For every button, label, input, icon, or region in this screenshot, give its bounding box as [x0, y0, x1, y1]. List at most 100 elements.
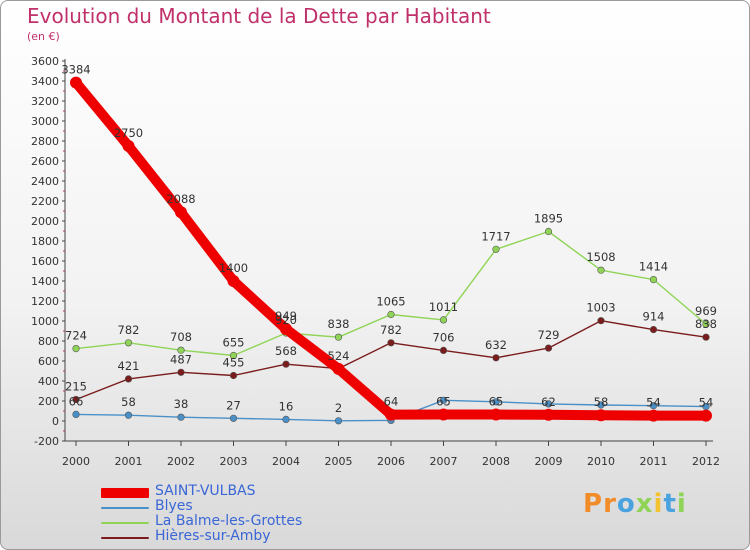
data-point	[124, 411, 133, 419]
y-tick-label: 2000	[31, 215, 59, 228]
data-label: 1003	[586, 301, 615, 315]
data-label: 724	[65, 329, 87, 343]
data-point	[280, 323, 292, 335]
data-label: 708	[170, 330, 192, 344]
data-label: 838	[695, 317, 717, 331]
data-point	[700, 409, 712, 422]
data-point	[544, 344, 553, 352]
data-label: 455	[223, 356, 245, 370]
data-point	[332, 362, 345, 375]
data-point	[72, 395, 80, 404]
x-tick-label: 2011	[640, 455, 668, 468]
y-tick-label: 0	[52, 415, 59, 428]
y-tick-label: 400	[38, 375, 59, 388]
chart-unit: (en €)	[27, 30, 60, 43]
series-la-balme-les-grottes	[72, 227, 710, 360]
data-point	[702, 320, 710, 328]
legend-label: Hières-sur-Amby	[155, 528, 271, 544]
data-label: 655	[223, 336, 245, 350]
y-tick-label: 1000	[31, 315, 59, 328]
y-tick-label: 3600	[31, 55, 59, 68]
data-point	[175, 206, 187, 219]
series-hi-res-sur-amby	[72, 317, 710, 404]
x-tick-label: 2008	[482, 455, 510, 468]
data-point	[124, 339, 133, 347]
data-point	[649, 326, 658, 334]
data-point	[282, 415, 290, 424]
y-tick-label: 200	[38, 395, 59, 408]
data-label: 1400	[219, 261, 248, 275]
proxiti-logo: Proxiti	[583, 489, 687, 519]
legend-label: La Balme-les-Grottes	[155, 513, 303, 529]
x-tick-label: 2003	[220, 455, 248, 468]
data-point	[702, 333, 710, 341]
data-point	[70, 76, 82, 89]
data-label: 914	[643, 310, 665, 324]
y-tick-label: 2600	[31, 155, 59, 168]
data-label: 54	[646, 396, 661, 410]
data-label: 729	[538, 328, 560, 342]
data-label: 524	[328, 349, 350, 363]
data-point	[229, 414, 238, 422]
data-point	[177, 413, 185, 421]
data-point	[542, 408, 555, 421]
data-point	[597, 317, 605, 325]
x-tick-label: 2005	[325, 455, 353, 468]
chart-title: Evolution du Montant de la Dette par Hab…	[27, 4, 491, 28]
data-point	[544, 227, 553, 236]
y-tick-label: 1400	[31, 275, 59, 288]
data-label: 1011	[429, 300, 458, 314]
data-point	[72, 345, 80, 353]
data-point	[72, 410, 80, 419]
x-tick-label: 2004	[272, 455, 300, 468]
data-label: 2	[335, 401, 342, 415]
y-tick-label: 1800	[31, 235, 59, 248]
y-tick-label: 3400	[31, 75, 59, 88]
logo-letter: i	[676, 489, 687, 519]
x-tick-label: 2002	[167, 455, 195, 468]
y-tick-label: 2200	[31, 195, 59, 208]
y-tick-label: 3200	[31, 95, 59, 108]
data-label: 949	[275, 309, 297, 323]
data-label: 58	[121, 395, 136, 409]
x-tick-label: 2009	[535, 455, 563, 468]
data-point	[597, 401, 605, 409]
data-label: 782	[118, 323, 140, 337]
data-label: 1717	[481, 229, 510, 243]
data-label: 2088	[166, 192, 195, 206]
data-label: 27	[226, 398, 241, 412]
x-tick-label: 2010	[587, 455, 615, 468]
y-tick-label: 3000	[31, 115, 59, 128]
data-label: 568	[275, 344, 297, 358]
data-label: 632	[485, 338, 507, 352]
x-tick-label: 2006	[377, 455, 405, 468]
y-tick-label: 1200	[31, 295, 59, 308]
data-point	[229, 371, 238, 380]
legend-swatch	[101, 507, 149, 509]
x-tick-label: 2012	[692, 455, 720, 468]
data-label: 1508	[586, 250, 615, 264]
data-point	[229, 351, 238, 360]
data-point	[437, 408, 450, 421]
data-label: 215	[65, 380, 87, 394]
data-point	[649, 276, 658, 284]
series-saint-vulbas	[70, 76, 712, 422]
data-point	[177, 368, 185, 376]
logo-letter: o	[616, 489, 636, 519]
data-point	[124, 375, 133, 383]
y-tick-label: 2400	[31, 175, 59, 188]
data-label: 782	[380, 323, 402, 337]
x-tick-label: 2000	[62, 455, 90, 468]
data-point	[492, 398, 500, 406]
legend-label: SAINT-VULBAS	[155, 483, 256, 499]
data-label: 1065	[376, 295, 405, 309]
data-point	[387, 310, 395, 319]
data-point	[439, 346, 448, 355]
y-tick-label: 800	[38, 335, 59, 348]
logo-letter: r	[603, 489, 617, 519]
data-point	[595, 409, 607, 422]
x-tick-label: 2001	[115, 455, 143, 468]
data-point	[122, 140, 135, 152]
y-tick-label: 600	[38, 355, 59, 368]
